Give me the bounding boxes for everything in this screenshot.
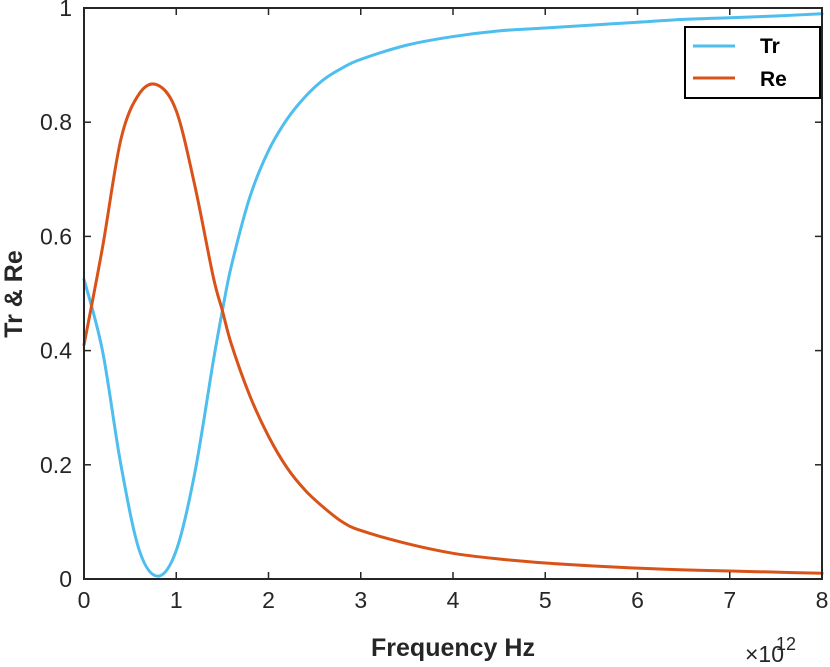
y-tick-label: 0.6 [40, 223, 72, 249]
x-tick-label: 8 [816, 587, 829, 613]
legend-label-re: Re [760, 68, 787, 91]
x-tick-label: 1 [170, 587, 183, 613]
legend-box [684, 26, 821, 99]
y-tick-label: 1 [59, 0, 72, 21]
plot-background [84, 8, 822, 579]
x-multiplier-exponent: 12 [776, 634, 796, 654]
x-tick-label: 5 [539, 587, 552, 613]
legend: Tr Re [684, 26, 821, 99]
tick-layer: 0 1 2 3 4 5 6 7 8 0 0.2 0.4 0.6 0.8 1 [40, 0, 828, 613]
x-tick-label: 6 [631, 587, 644, 613]
y-tick-label: 0.4 [40, 338, 72, 364]
series-layer [82, 12, 824, 578]
y-tick-label: 0.2 [40, 452, 72, 478]
x-tick-label: 2 [262, 587, 275, 613]
y-tick-label: 0 [59, 566, 72, 592]
x-tick-label: 3 [354, 587, 367, 613]
x-tick-label: 7 [723, 587, 736, 613]
x-tick-label: 0 [78, 587, 91, 613]
y-tick-label: 0.8 [40, 109, 72, 135]
x-tick-label: 4 [447, 587, 460, 613]
x-multiplier-label: ×10 [745, 641, 784, 667]
series-line-re [82, 82, 824, 575]
series-line-tr [82, 12, 824, 578]
legend-label-tr: Tr [760, 35, 780, 58]
y-axis-label: Tr & Re [0, 250, 28, 338]
x-axis-label: Frequency Hz [371, 634, 535, 662]
